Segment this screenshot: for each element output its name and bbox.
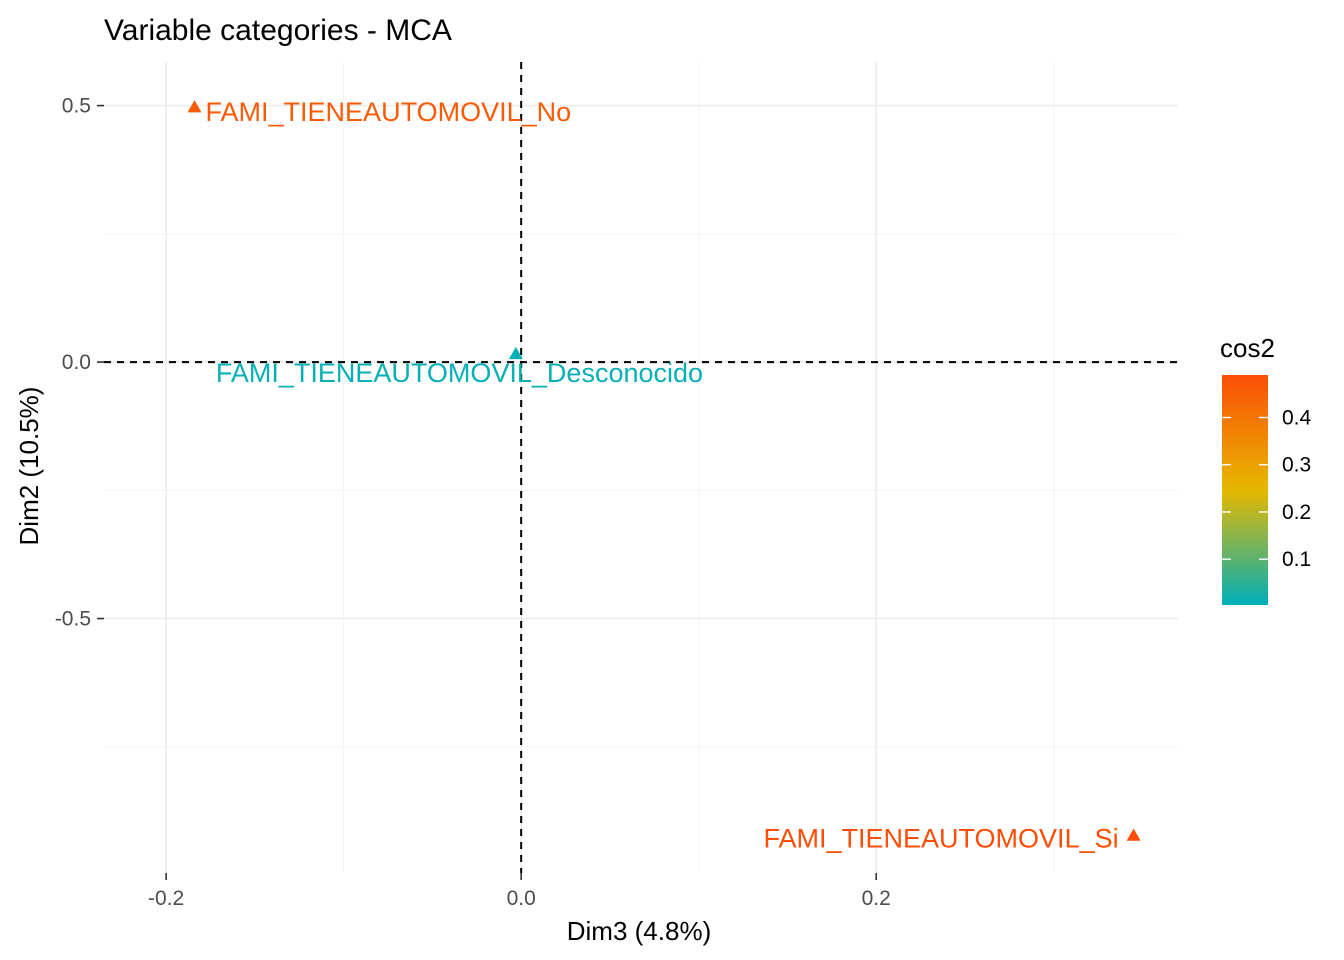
point-marker [1126,828,1141,841]
point-marker [187,100,202,113]
chart-title: Variable categories - MCA [104,14,452,47]
axis-ticks: -0.2 0.0 0.2 0.5 0.0 -0.5 [55,95,891,910]
x-tick-label: 0.2 [862,887,891,910]
legend-tick-label: 0.4 [1282,407,1312,430]
legend-tick-label: 0.2 [1282,501,1311,524]
point-label: FAMI_TIENEAUTOMOVIL_No [206,97,572,127]
color-legend: cos2 0.1 0.2 0.3 0.4 [1220,333,1312,605]
y-tick-label: 0.0 [62,351,91,374]
legend-colorbar [1222,375,1268,605]
legend-title: cos2 [1220,333,1275,363]
point-label: FAMI_TIENEAUTOMOVIL_Si [764,824,1119,854]
data-points: FAMI_TIENEAUTOMOVIL_No FAMI_TIENEAUTOMOVI… [187,97,1141,854]
legend-tick-label: 0.1 [1282,548,1311,571]
legend-tick-label: 0.3 [1282,454,1311,477]
y-tick-label: 0.5 [62,95,91,118]
x-axis-title: Dim3 (4.8%) [567,916,711,946]
point-label: FAMI_TIENEAUTOMOVIL_Desconocido [216,358,703,388]
y-tick-label: -0.5 [55,608,91,631]
reference-lines [104,62,1178,873]
point-marker [508,346,523,360]
x-tick-label: 0.0 [507,887,536,910]
y-axis-title: Dim2 (10.5%) [14,387,44,546]
grid [104,62,1178,873]
legend-ticks: 0.1 0.2 0.3 0.4 [1222,407,1312,571]
x-tick-label: -0.2 [148,887,184,910]
